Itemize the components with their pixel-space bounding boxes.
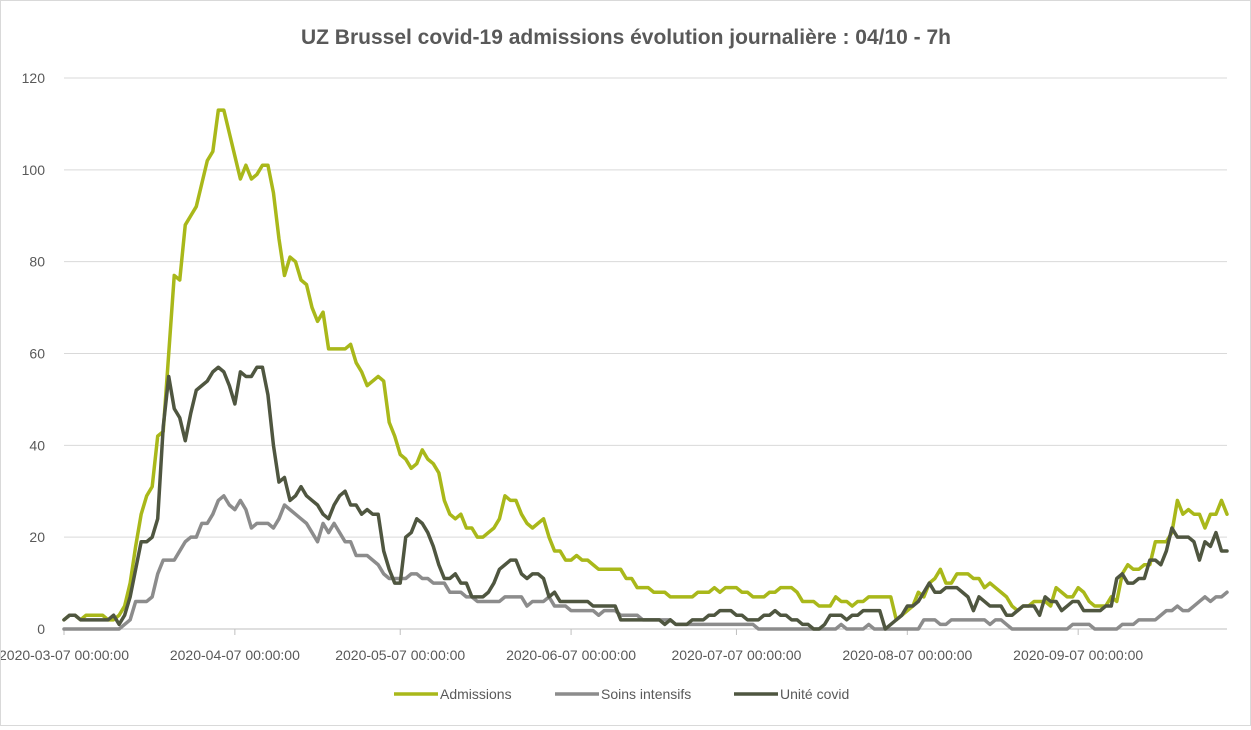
x-tick-label: 2020-04-07 00:00:00 (170, 647, 300, 663)
series-line (62, 365, 1229, 631)
y-tick-label: 80 (29, 254, 45, 270)
x-tick-label: 2020-05-07 00:00:00 (335, 647, 465, 663)
y-tick-label: 20 (29, 529, 45, 545)
legend-item: Soins intensifs (555, 686, 691, 702)
x-tick-label: 2020-03-07 00:00:00 (1, 647, 129, 663)
gridlines (64, 77, 1227, 630)
x-tick-label: 2020-08-07 00:00:00 (842, 647, 972, 663)
legend-label: Unité covid (780, 686, 849, 702)
legend-item: Admissions (394, 686, 512, 702)
legend-label: Soins intensifs (601, 686, 691, 702)
y-tick-label: 0 (37, 621, 45, 637)
x-axis: 2020-03-07 00:00:00 2020-04-07 00:00:00 20… (0, 629, 1143, 663)
chart-title: UZ Brussel covid-19 admissions évolution… (301, 26, 951, 49)
y-tick-label: 100 (22, 162, 46, 178)
series-line (62, 494, 1229, 631)
legend-label: Admissions (440, 686, 512, 702)
legend: Admissions Soins intensifs Unité covid (394, 686, 849, 702)
series-line (62, 108, 1229, 622)
x-tick-label: 2020-07-07 00:00:00 (671, 647, 801, 663)
x-tick-label: 2020-09-07 00:00:00 (1013, 647, 1143, 663)
series-lines (62, 108, 1229, 631)
y-axis-tick-labels: 0 20 40 60 80 100 120 (22, 70, 46, 637)
x-tick-label: 2020-06-07 00:00:00 (506, 647, 636, 663)
y-tick-label: 60 (29, 346, 45, 362)
y-tick-label: 40 (29, 437, 45, 453)
y-tick-label: 120 (22, 70, 46, 86)
legend-item: Unité covid (734, 686, 849, 702)
